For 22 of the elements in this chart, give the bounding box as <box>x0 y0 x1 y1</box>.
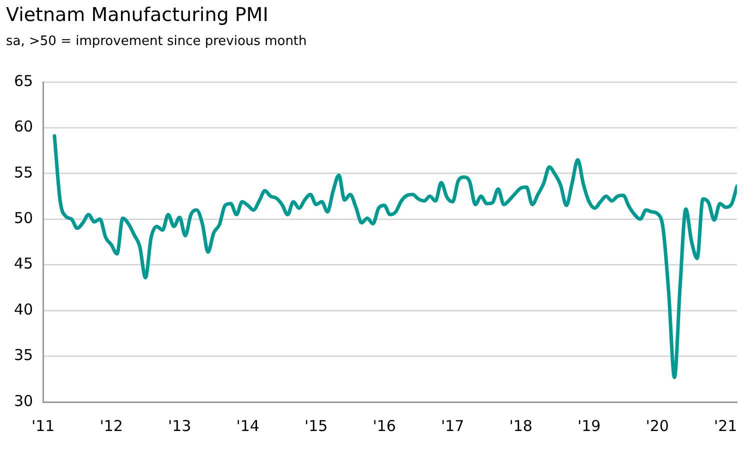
x-tick-label: '12 <box>100 416 123 435</box>
x-tick-label: '13 <box>168 416 192 435</box>
chart-title: Vietnam Manufacturing PMI <box>6 4 268 26</box>
y-tick-label: 45 <box>14 254 34 273</box>
x-tick-label: '14 <box>236 416 260 435</box>
y-tick-label: 50 <box>14 209 34 228</box>
y-tick-label: 40 <box>14 300 34 318</box>
y-tick-label: 55 <box>14 163 34 182</box>
x-tick-label: '17 <box>441 416 464 435</box>
x-tick-label: '19 <box>578 416 601 435</box>
y-tick-label: 35 <box>14 346 34 364</box>
x-tick-label: '15 <box>304 416 328 435</box>
x-tick-label: '18 <box>509 416 532 435</box>
y-tick-label: 30 <box>14 392 34 410</box>
x-tick-label: '11 <box>31 416 55 435</box>
x-tick-label: '21 <box>714 416 738 435</box>
x-tick-label: '20 <box>646 416 669 435</box>
x-tick-label: '16 <box>372 416 396 435</box>
chart-subtitle: sa, >50 = improvement since previous month <box>6 34 307 49</box>
line-series <box>52 134 737 380</box>
y-tick-label: 65 <box>14 72 34 90</box>
y-tick-label: 60 <box>14 118 34 136</box>
